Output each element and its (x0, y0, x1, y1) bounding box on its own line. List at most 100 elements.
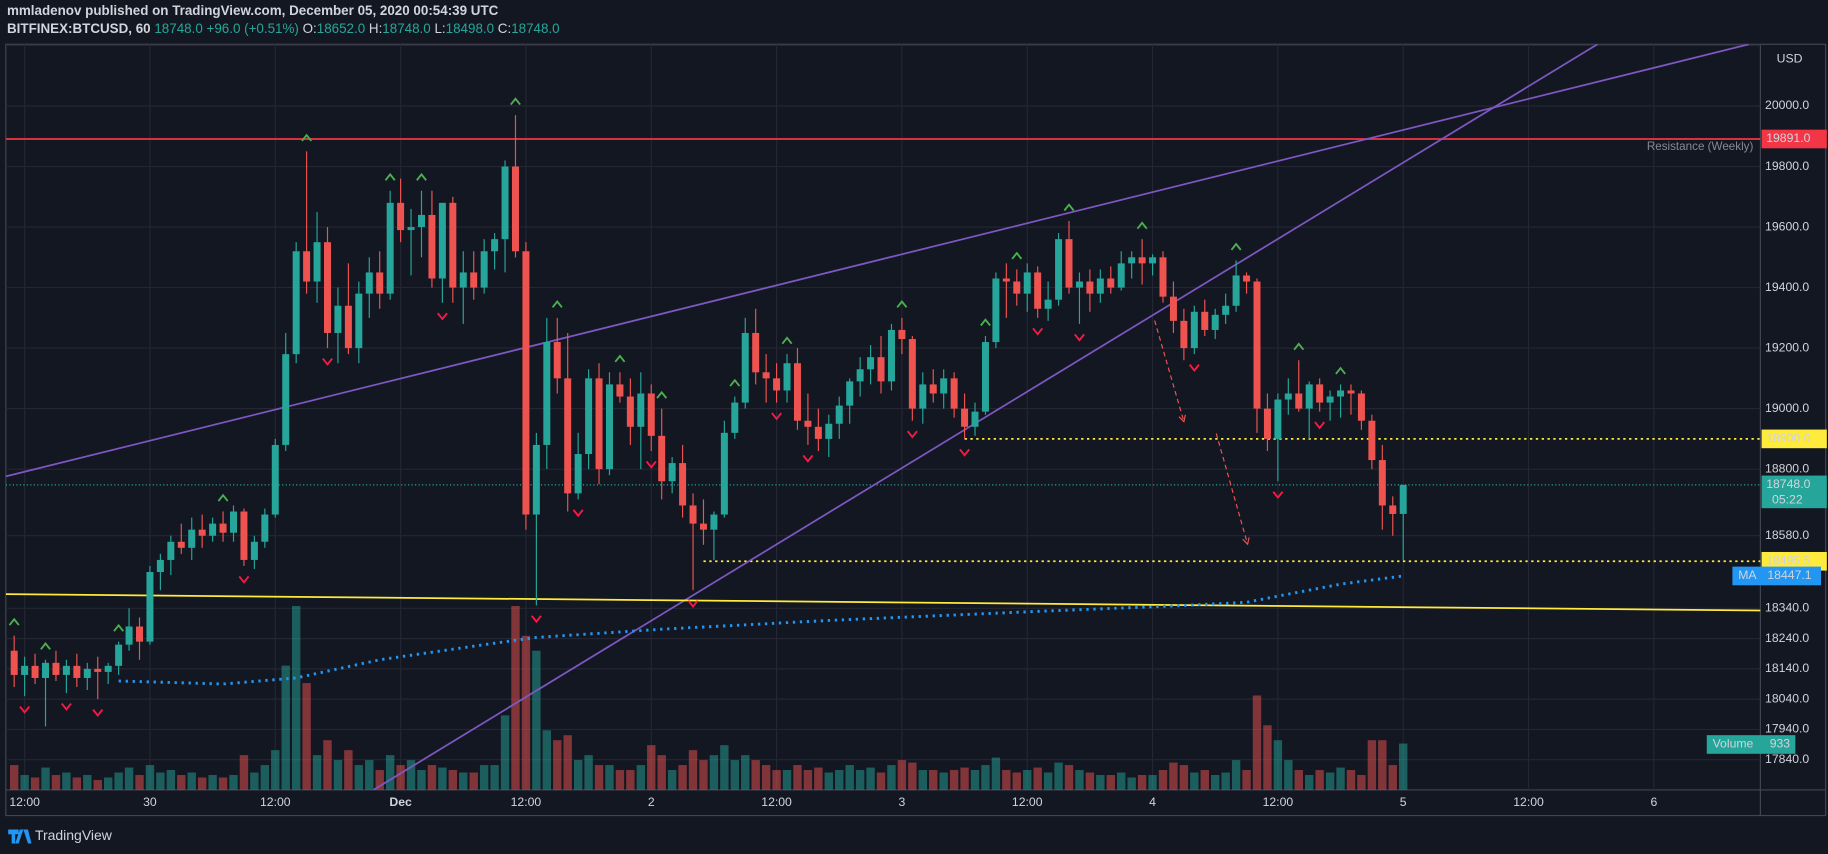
volume-bar (1346, 770, 1356, 790)
candle-body (741, 332, 749, 403)
volume-bar (542, 730, 552, 790)
volume-bar (939, 772, 948, 790)
candle-body (1399, 484, 1407, 514)
volume-bar (83, 775, 92, 790)
volume-bar (156, 772, 165, 790)
volume-bar (417, 770, 426, 790)
volume-bar (239, 755, 249, 790)
volume-bar (970, 770, 980, 790)
candle-body (480, 251, 488, 288)
volume-bar (667, 770, 677, 790)
candle-body (52, 662, 60, 675)
volume-bar (312, 755, 322, 790)
h-label: H: (369, 21, 382, 36)
candle-body (919, 384, 927, 409)
volume-bar (1399, 743, 1408, 790)
candle-body (793, 363, 801, 421)
volume-bar (1357, 775, 1366, 790)
candle-body (209, 523, 217, 536)
volume-bar (438, 767, 447, 790)
candle-body (1117, 263, 1125, 288)
volume-bar (9, 765, 19, 790)
candle-body (355, 293, 363, 349)
o-label: O: (303, 21, 317, 36)
candle-body (564, 378, 572, 494)
candle-body (303, 251, 311, 282)
volume-bar (751, 760, 760, 790)
plot: Resistance (Weekly) (5, 44, 1761, 790)
fractal-up (384, 172, 396, 181)
volume-bar (835, 770, 844, 790)
brand[interactable]: TradingView (35, 827, 113, 843)
x-tick-label: 30 (143, 795, 157, 809)
candle-body (762, 372, 770, 379)
x-tick-label: 12:00 (1263, 795, 1294, 809)
volume-bar (553, 740, 562, 790)
candle-body (10, 650, 18, 675)
candle-body (250, 541, 258, 560)
arrow-head (1178, 414, 1186, 423)
candle-body (136, 626, 144, 642)
ma-name: MA (1738, 568, 1757, 582)
x-tick-label: 12:00 (1513, 795, 1544, 809)
volume-bar (782, 770, 792, 790)
candle-body (1389, 505, 1397, 514)
y-tick-label: 18240.0 (1765, 631, 1809, 645)
fractal-up (510, 97, 521, 106)
volume-bar (981, 765, 990, 790)
volume-bar (260, 765, 270, 790)
fractal-up (301, 133, 313, 142)
currency: USD (1777, 52, 1803, 66)
volume-bar (406, 760, 416, 790)
candle-body (1013, 281, 1021, 294)
last-price-badge (1761, 475, 1827, 509)
candle-body (1044, 299, 1052, 309)
volume-bar (688, 750, 698, 790)
candle-body (1086, 281, 1094, 294)
volume-name: Volume (1713, 737, 1754, 751)
fractal-down (959, 448, 970, 457)
candle-body (1149, 257, 1157, 264)
volume-bar (281, 665, 290, 790)
volume-bar (93, 779, 102, 790)
x-tick-label: 12:00 (1012, 795, 1043, 809)
fractal-down (1074, 333, 1085, 342)
volume-bar (584, 755, 593, 790)
candle-body (1190, 311, 1198, 349)
volume-bar (1096, 775, 1105, 790)
close: 18748.0 (511, 21, 559, 36)
fractal-up (551, 300, 563, 308)
level-label: 19891.0 (1766, 131, 1810, 145)
candle-body (971, 411, 979, 427)
volume-bar (1211, 775, 1220, 790)
x-tick-label: 4 (1149, 795, 1156, 809)
candle-body (1316, 384, 1324, 403)
candle-body (1065, 239, 1073, 288)
change: +96.0 (+0.51%) (207, 21, 299, 36)
volume-bar (459, 772, 468, 790)
volume-bar (51, 775, 61, 790)
fractal-down (238, 575, 250, 584)
candle-body (647, 393, 655, 436)
candle-body (532, 444, 540, 515)
volume-bar (1273, 740, 1283, 790)
candle-body (668, 463, 676, 482)
candle-body (856, 369, 864, 382)
candle-body (83, 668, 91, 678)
fractal-down (1314, 421, 1326, 430)
arrow-head (1242, 537, 1250, 546)
volume-bar (814, 767, 823, 790)
fractal-up (113, 623, 125, 632)
c-label: C: (498, 21, 511, 36)
candle-body (417, 214, 425, 228)
volume-bar (1325, 772, 1335, 790)
volume-bar (1127, 777, 1136, 790)
candle-body (574, 454, 582, 494)
candle-body (992, 278, 1000, 343)
volume-bar (365, 760, 374, 790)
candle-body (470, 272, 478, 288)
volume-bar (1002, 770, 1011, 790)
arrow (1215, 433, 1249, 545)
candle-body (1326, 396, 1334, 403)
candle-body (908, 339, 916, 409)
